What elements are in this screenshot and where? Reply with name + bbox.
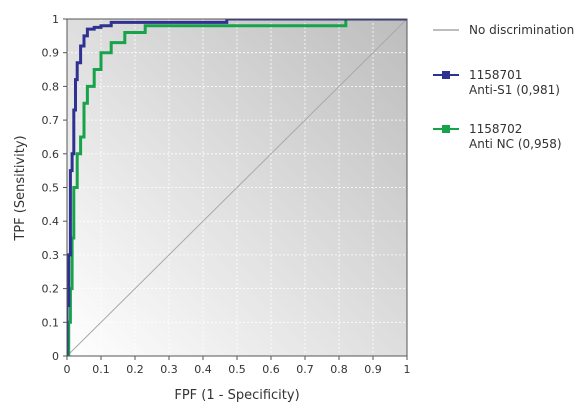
- y-tick-label: 0: [52, 350, 59, 363]
- x-tick-label: 0.8: [330, 363, 348, 376]
- x-tick-label: 1: [404, 363, 411, 376]
- legend-label: No discrimination: [469, 23, 574, 37]
- series-layer: [67, 19, 407, 356]
- x-tick-label: 0.5: [228, 363, 246, 376]
- y-tick-label: 0.5: [42, 182, 60, 195]
- x-tick-label: 0.2: [126, 363, 144, 376]
- y-tick-label: 1: [52, 13, 59, 26]
- legend-swatch-marker: [442, 71, 450, 79]
- legend-swatch-marker: [442, 125, 450, 133]
- x-tick-label: 0.3: [160, 363, 178, 376]
- series-line-2: [67, 19, 407, 356]
- x-axis-ticks: 0 0.1 0.2 0.3 0.4 0.5 0.6 0.7 0.8 0.9 1: [64, 356, 411, 376]
- grid-lines: [67, 19, 407, 356]
- y-tick-label: 0.2: [42, 283, 60, 296]
- x-tick-label: 0.6: [262, 363, 280, 376]
- y-axis-ticks: 0 0.1 0.2 0.3 0.4 0.5 0.6 0.7 0.8 0.9 1: [42, 13, 67, 363]
- legend-label: Anti NC (0,958): [469, 137, 562, 151]
- y-axis-title: TPF (Sensitivity): [13, 135, 28, 241]
- y-tick-label: 0.4: [42, 215, 60, 228]
- x-tick-label: 0.7: [296, 363, 314, 376]
- x-axis-title: FPF (1 - Specificity): [174, 388, 299, 403]
- x-tick-label: 0: [64, 363, 71, 376]
- y-tick-label: 0.6: [42, 148, 60, 161]
- x-tick-label: 0.1: [92, 363, 110, 376]
- series-line-1: [67, 19, 407, 356]
- y-tick-label: 0.7: [42, 114, 60, 127]
- y-tick-label: 0.8: [42, 80, 60, 93]
- legend-label: 1158702: [469, 122, 522, 136]
- x-tick-label: 0.4: [194, 363, 212, 376]
- y-tick-label: 0.3: [42, 249, 60, 262]
- y-tick-label: 0.9: [42, 47, 60, 60]
- legend-item-0: No discrimination: [433, 23, 574, 37]
- reference-line-no-discrimination: [67, 19, 407, 356]
- y-tick-label: 0.1: [42, 316, 60, 329]
- x-tick-label: 0.9: [364, 363, 382, 376]
- legend-label: 1158701: [469, 68, 522, 82]
- legend-label: Anti-S1 (0,981): [469, 83, 560, 97]
